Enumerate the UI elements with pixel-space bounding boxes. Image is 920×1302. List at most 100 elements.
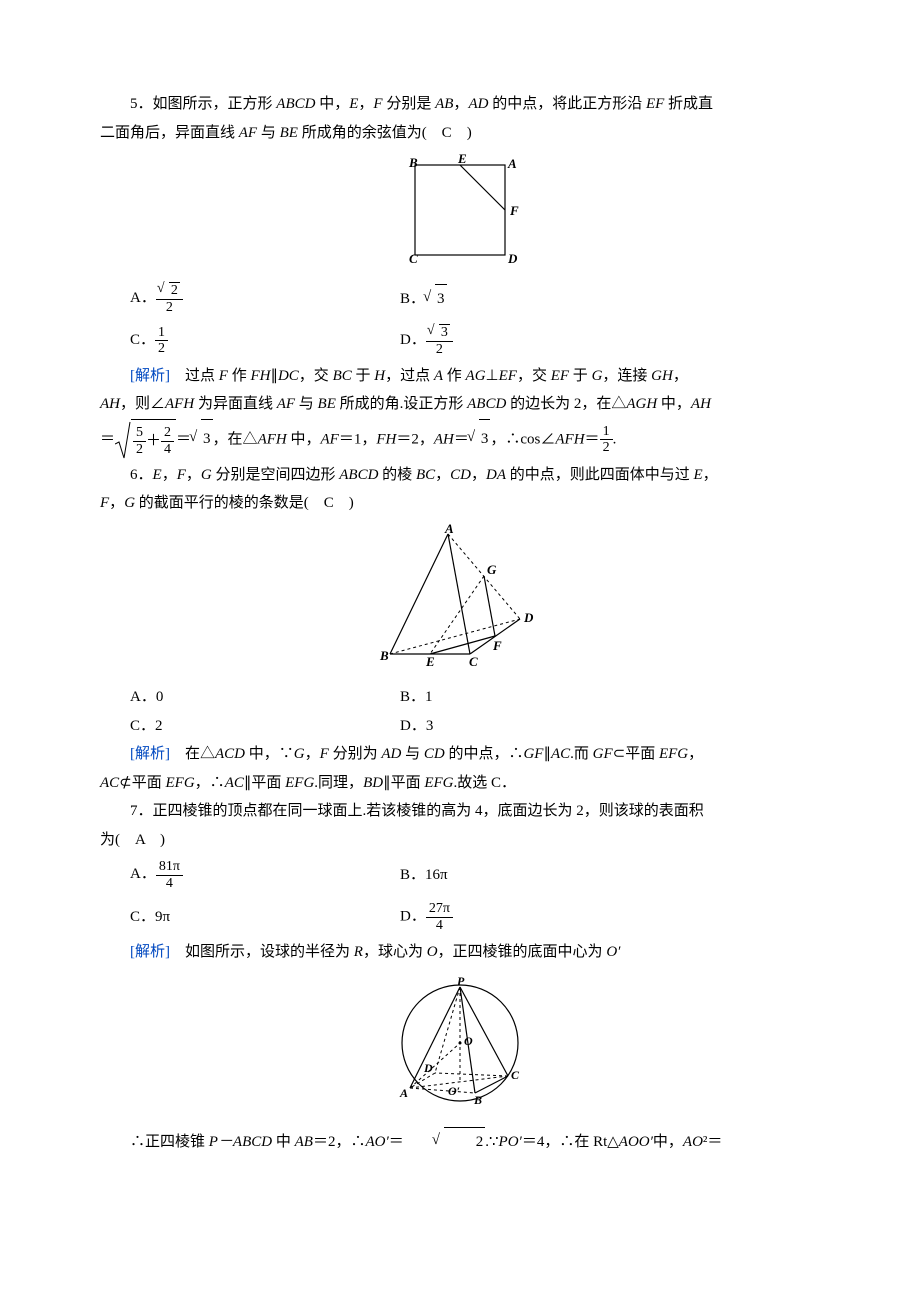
text: 2 xyxy=(155,341,168,356)
text: D． xyxy=(400,908,426,924)
text: 中， xyxy=(653,1134,683,1150)
text: 中， xyxy=(287,431,321,447)
text: ⊄平面 xyxy=(119,775,165,791)
text: AC xyxy=(100,775,119,791)
q5-options-row2: C．12 D．32 xyxy=(100,320,820,362)
text: 中， xyxy=(657,396,691,412)
text: AD xyxy=(468,96,488,112)
label-A: A xyxy=(507,156,517,171)
text: ，则∠ xyxy=(120,396,165,412)
label-P: P xyxy=(457,974,465,988)
text: .同理， xyxy=(314,775,363,791)
text: AF xyxy=(239,125,257,141)
big-sqrt xyxy=(115,420,131,460)
text: GH xyxy=(651,368,673,384)
text: EF xyxy=(646,96,664,112)
text: 3 xyxy=(435,284,447,314)
q7-option-d: D．27π4 xyxy=(400,901,600,933)
text: ∥ xyxy=(270,368,278,384)
text: F xyxy=(100,495,109,511)
text: ＝ xyxy=(585,431,600,447)
text: AO xyxy=(683,1134,703,1150)
text: ， xyxy=(186,467,201,483)
label-B: B xyxy=(408,155,418,170)
text: EFG xyxy=(424,775,453,791)
label-E: E xyxy=(425,654,435,669)
label-D: D xyxy=(507,251,518,263)
text: E xyxy=(349,96,358,112)
label-D: D xyxy=(423,1061,433,1075)
text: EF xyxy=(551,368,569,384)
q5-analysis-line3: ＝52＋24＝3，在△AFH 中，AF＝1，FH＝2，AH＝3，∴cos∠AFH… xyxy=(100,419,820,461)
text: ，交 xyxy=(517,368,551,384)
text: 的棱 xyxy=(378,467,416,483)
text: 的中点，将此正方形沿 xyxy=(488,96,646,112)
q5-stem-line1: 5．如图所示，正方形 ABCD 中，E，F 分别是 AB，AD 的中点，将此正方… xyxy=(100,90,820,119)
text: ，连接 xyxy=(602,368,651,384)
text: 如图所示，正方形 xyxy=(153,96,277,112)
text: E xyxy=(153,467,162,483)
text: ， xyxy=(162,467,177,483)
text: H xyxy=(374,368,385,384)
text: ABCD xyxy=(339,467,378,483)
text: 2 xyxy=(600,440,613,455)
text: ， xyxy=(688,746,703,762)
text: ， xyxy=(305,746,320,762)
text: 与 xyxy=(295,396,318,412)
q7-stem-line2: 为( A ) xyxy=(100,826,820,855)
q6-stem-line1: 6．E，F，G 分别是空间四边形 ABCD 的棱 BC，CD，DA 的中点，则此… xyxy=(100,461,820,490)
text: DA xyxy=(486,467,506,483)
text: ∥平面 xyxy=(383,775,424,791)
text: ，球心为 xyxy=(363,944,427,960)
text: 分别是 xyxy=(383,96,436,112)
text: 1 xyxy=(600,424,613,440)
text: 于 xyxy=(352,368,375,384)
text: ABCD xyxy=(467,396,506,412)
text: 2 xyxy=(444,1127,486,1157)
text: 27π xyxy=(426,901,453,917)
q7-option-c: C．9π xyxy=(100,903,400,932)
text: 2 xyxy=(133,442,146,457)
text: AO′ xyxy=(365,1134,388,1150)
text: ⊂平面 xyxy=(613,746,659,762)
text: C．2 xyxy=(100,718,163,734)
text: AH xyxy=(691,396,711,412)
text: G xyxy=(294,746,305,762)
label-D: D xyxy=(523,610,534,625)
text: G xyxy=(201,467,212,483)
text: ，交 xyxy=(299,368,333,384)
text: A．0 xyxy=(100,689,163,705)
q7-options-row1: A．81π4 B．16π xyxy=(100,854,820,896)
text: AOO′ xyxy=(619,1134,653,1150)
text: 1 xyxy=(155,325,168,341)
text: G xyxy=(592,368,603,384)
text: 的中点，则此四面体中与过 xyxy=(506,467,694,483)
text: ，∴cos∠ xyxy=(490,431,555,447)
text: C． xyxy=(100,332,155,348)
q7-analysis-line2: ∴正四棱锥 P－ABCD 中 AB＝2，∴AO′＝2.∵PO′＝4，∴在 Rt△… xyxy=(100,1127,820,1157)
q6-analysis-line2: AC⊄平面 EFG，∴AC∥平面 EFG.同理，BD∥平面 EFG.故选 C． xyxy=(100,769,820,798)
text: . xyxy=(613,431,617,447)
text: AFH xyxy=(555,431,584,447)
text: ， xyxy=(453,96,468,112)
q5-analysis-line2: AH，则∠AFH 为异面直线 AF 与 BE 所成的角.设正方形 ABCD 的边… xyxy=(100,390,820,419)
q6-options-row1: A．0 B．1 xyxy=(100,683,820,712)
text: AG xyxy=(466,368,486,384)
label-C: C xyxy=(409,251,418,263)
text: F xyxy=(320,746,329,762)
q7-options-row2: C．9π D．27π4 xyxy=(100,896,820,938)
text: 中， xyxy=(315,96,349,112)
q6-option-b: B．1 xyxy=(400,683,600,712)
text: ∴正四棱锥 xyxy=(130,1134,209,1150)
text: 2 xyxy=(426,342,453,357)
text: BE xyxy=(318,396,336,412)
label-A: A xyxy=(399,1086,408,1100)
text: ＝1， xyxy=(339,431,377,447)
text: 过点 xyxy=(170,368,219,384)
text: 与 xyxy=(401,746,424,762)
text: ²＝ xyxy=(703,1134,723,1150)
text: ，过点 xyxy=(385,368,434,384)
text: 中，∵ xyxy=(245,746,294,762)
text: A． xyxy=(100,290,156,306)
text: AC xyxy=(551,746,570,762)
